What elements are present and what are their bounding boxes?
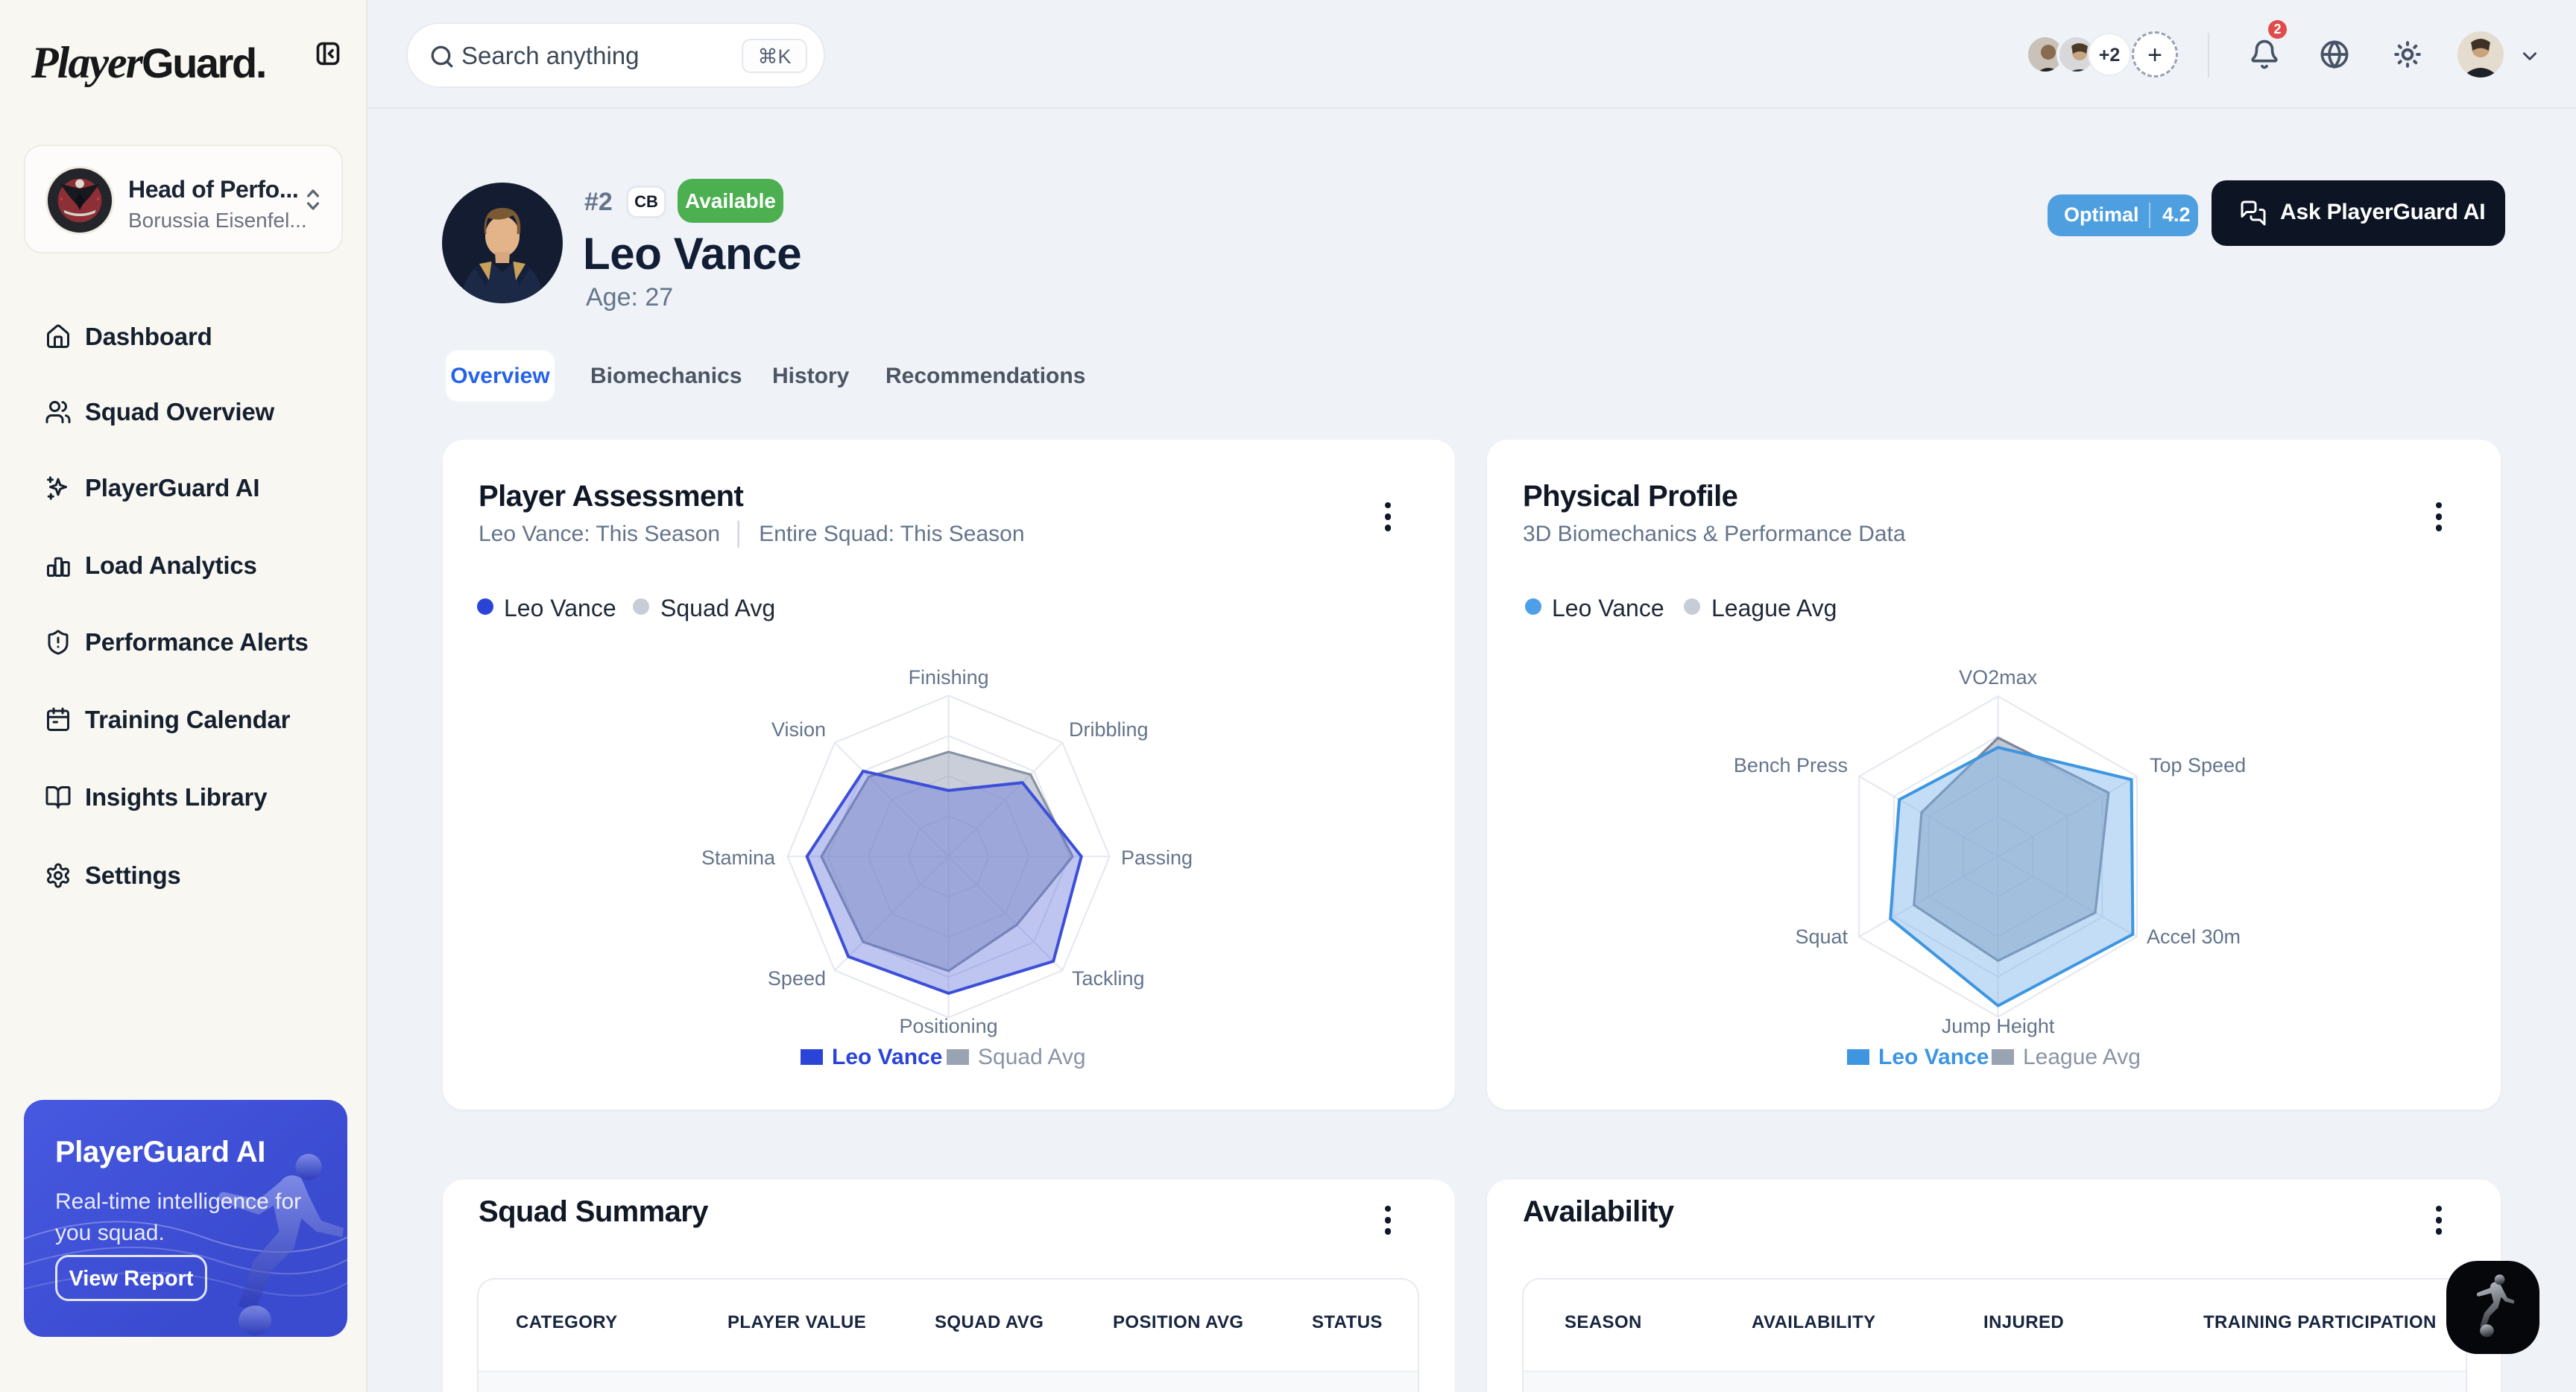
- svg-text:Finishing: Finishing: [909, 666, 989, 689]
- svg-text:Passing: Passing: [1121, 847, 1193, 869]
- svg-text:League Avg: League Avg: [2023, 1045, 2141, 1069]
- svg-text:Leo Vance: Leo Vance: [1878, 1045, 1989, 1069]
- svg-text:Stamina: Stamina: [701, 847, 776, 869]
- svg-text:Speed: Speed: [768, 967, 826, 990]
- svg-text:Squad Avg: Squad Avg: [978, 1045, 1086, 1069]
- svg-text:Leo Vance: Leo Vance: [832, 1045, 942, 1069]
- svg-text:Jump Height: Jump Height: [1942, 1015, 2055, 1037]
- svg-text:Tackling: Tackling: [1072, 967, 1145, 990]
- svg-text:Dribbling: Dribbling: [1069, 718, 1149, 741]
- svg-text:Bench Press: Bench Press: [1734, 754, 1848, 776]
- svg-text:Positioning: Positioning: [900, 1015, 998, 1037]
- svg-text:Top Speed: Top Speed: [2150, 754, 2246, 776]
- svg-text:Accel 30m: Accel 30m: [2147, 926, 2241, 948]
- svg-text:Squat: Squat: [1795, 926, 1848, 948]
- svg-text:Vision: Vision: [771, 718, 826, 741]
- svg-text:VO2max: VO2max: [1959, 666, 2038, 689]
